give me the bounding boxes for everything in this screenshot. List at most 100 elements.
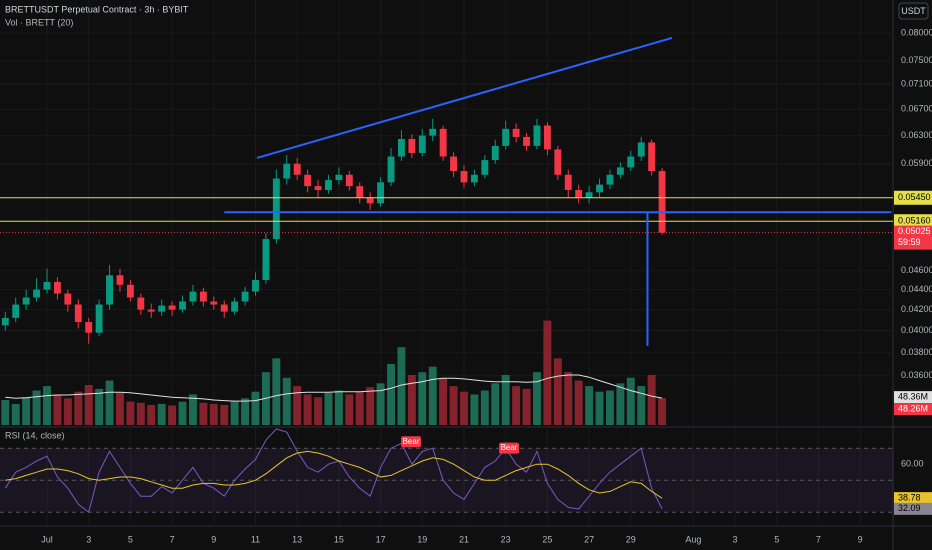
volume-bar	[564, 372, 573, 425]
volume-bar	[428, 366, 437, 425]
volume-label: 48.26M	[898, 404, 928, 414]
rsi-band	[0, 448, 893, 513]
x-tick-label: 19	[417, 534, 427, 544]
candle-body	[106, 275, 113, 305]
rsi-label: 32.09	[898, 503, 921, 513]
y-tick-label: 0.06700	[901, 104, 932, 114]
candle-body	[314, 186, 322, 190]
y-tick-label: 0.07100	[901, 79, 932, 89]
annotation-box	[499, 442, 520, 454]
x-tick-label: 5	[128, 534, 133, 544]
volume-bar	[345, 394, 354, 425]
volume-bar	[178, 401, 187, 425]
volume-bar	[460, 391, 468, 425]
volume-bar	[199, 402, 208, 425]
candle-body	[137, 297, 145, 310]
candle-body	[33, 289, 41, 298]
volume-bar	[136, 402, 145, 425]
volume-bar	[626, 377, 635, 425]
rsi-ma-tag	[894, 492, 932, 505]
x-tick-label: 23	[501, 534, 511, 544]
trendline	[256, 36, 673, 159]
candle-body	[377, 182, 385, 204]
x-tick-label: 15	[334, 534, 344, 544]
volume-bar	[574, 380, 583, 425]
candle-body	[523, 136, 530, 146]
x-tick-label: 9	[211, 534, 216, 544]
currency-button[interactable]	[898, 2, 929, 20]
volume-bar	[188, 394, 197, 425]
volume-bar	[439, 377, 448, 425]
candle-body	[335, 174, 343, 181]
y-tick-label: 0.07500	[901, 55, 932, 65]
volume-bar	[397, 347, 406, 425]
x-tick-label: Aug	[685, 534, 701, 544]
x-tick-label: 3	[86, 534, 91, 544]
candle-body	[585, 192, 593, 198]
candle-body	[606, 174, 614, 185]
volume-bar	[168, 405, 177, 425]
volume-bar	[585, 386, 594, 425]
candle-body	[627, 156, 635, 168]
volume-ma-tag	[894, 391, 932, 404]
candle-body	[325, 180, 332, 190]
volume-bar	[105, 380, 114, 425]
volume-bar	[647, 375, 656, 425]
y-tick-label: 0.04000	[901, 325, 932, 335]
rsi-ma-line	[5, 450, 663, 499]
candle-body	[512, 128, 520, 137]
volume-bar	[366, 387, 375, 425]
candle-body	[241, 291, 249, 302]
volume-bar	[147, 405, 156, 425]
x-tick-label: 21	[459, 534, 469, 544]
candle-body	[85, 322, 93, 333]
candle-body	[596, 184, 603, 193]
currency-button-label[interactable]: USDT	[901, 6, 926, 16]
candle-body	[658, 171, 666, 233]
volume-bar	[157, 403, 166, 425]
rsi-title: RSI (14, close)	[5, 430, 65, 440]
candle-body	[491, 145, 499, 161]
candle-body	[450, 156, 458, 172]
candle-body	[147, 309, 155, 312]
volume-bar	[387, 363, 395, 425]
volume-bar	[314, 397, 323, 425]
annotation-box	[401, 436, 422, 448]
x-tick-label: 29	[626, 534, 636, 544]
candle-body	[543, 125, 551, 150]
x-tick-label: 11	[251, 534, 260, 544]
candle-body	[387, 156, 395, 183]
volume-bar	[251, 391, 260, 425]
candle-body	[231, 301, 239, 312]
candle-body	[168, 305, 176, 310]
candle-body	[460, 171, 468, 183]
volume-bar	[241, 398, 250, 425]
candle-body	[481, 160, 489, 175]
volume-bar	[470, 394, 479, 425]
candle-body	[429, 128, 437, 136]
rsi-tag	[894, 502, 932, 515]
countdown: 59:59	[898, 237, 921, 247]
candle-body	[637, 142, 645, 157]
level-tag	[894, 190, 932, 205]
volume-bar	[418, 372, 427, 425]
candle-body	[22, 297, 30, 305]
candle-body	[210, 301, 218, 305]
candle-body	[262, 239, 270, 281]
volume-bar	[53, 394, 62, 425]
volume-bar	[43, 386, 51, 425]
x-tick-label: 7	[816, 534, 821, 544]
volume-bar	[63, 398, 72, 425]
candle-body	[53, 281, 61, 294]
volume-bar	[616, 383, 625, 425]
candle-body	[293, 163, 301, 175]
y-tick-label: 0.04400	[901, 284, 932, 294]
candle-body	[199, 291, 207, 302]
volume-bar	[303, 394, 312, 425]
candle-body	[220, 304, 228, 312]
last-price-label: 0.05025	[898, 226, 931, 236]
volume-tag	[894, 403, 932, 416]
y-tick-label: 0.06300	[901, 130, 932, 140]
